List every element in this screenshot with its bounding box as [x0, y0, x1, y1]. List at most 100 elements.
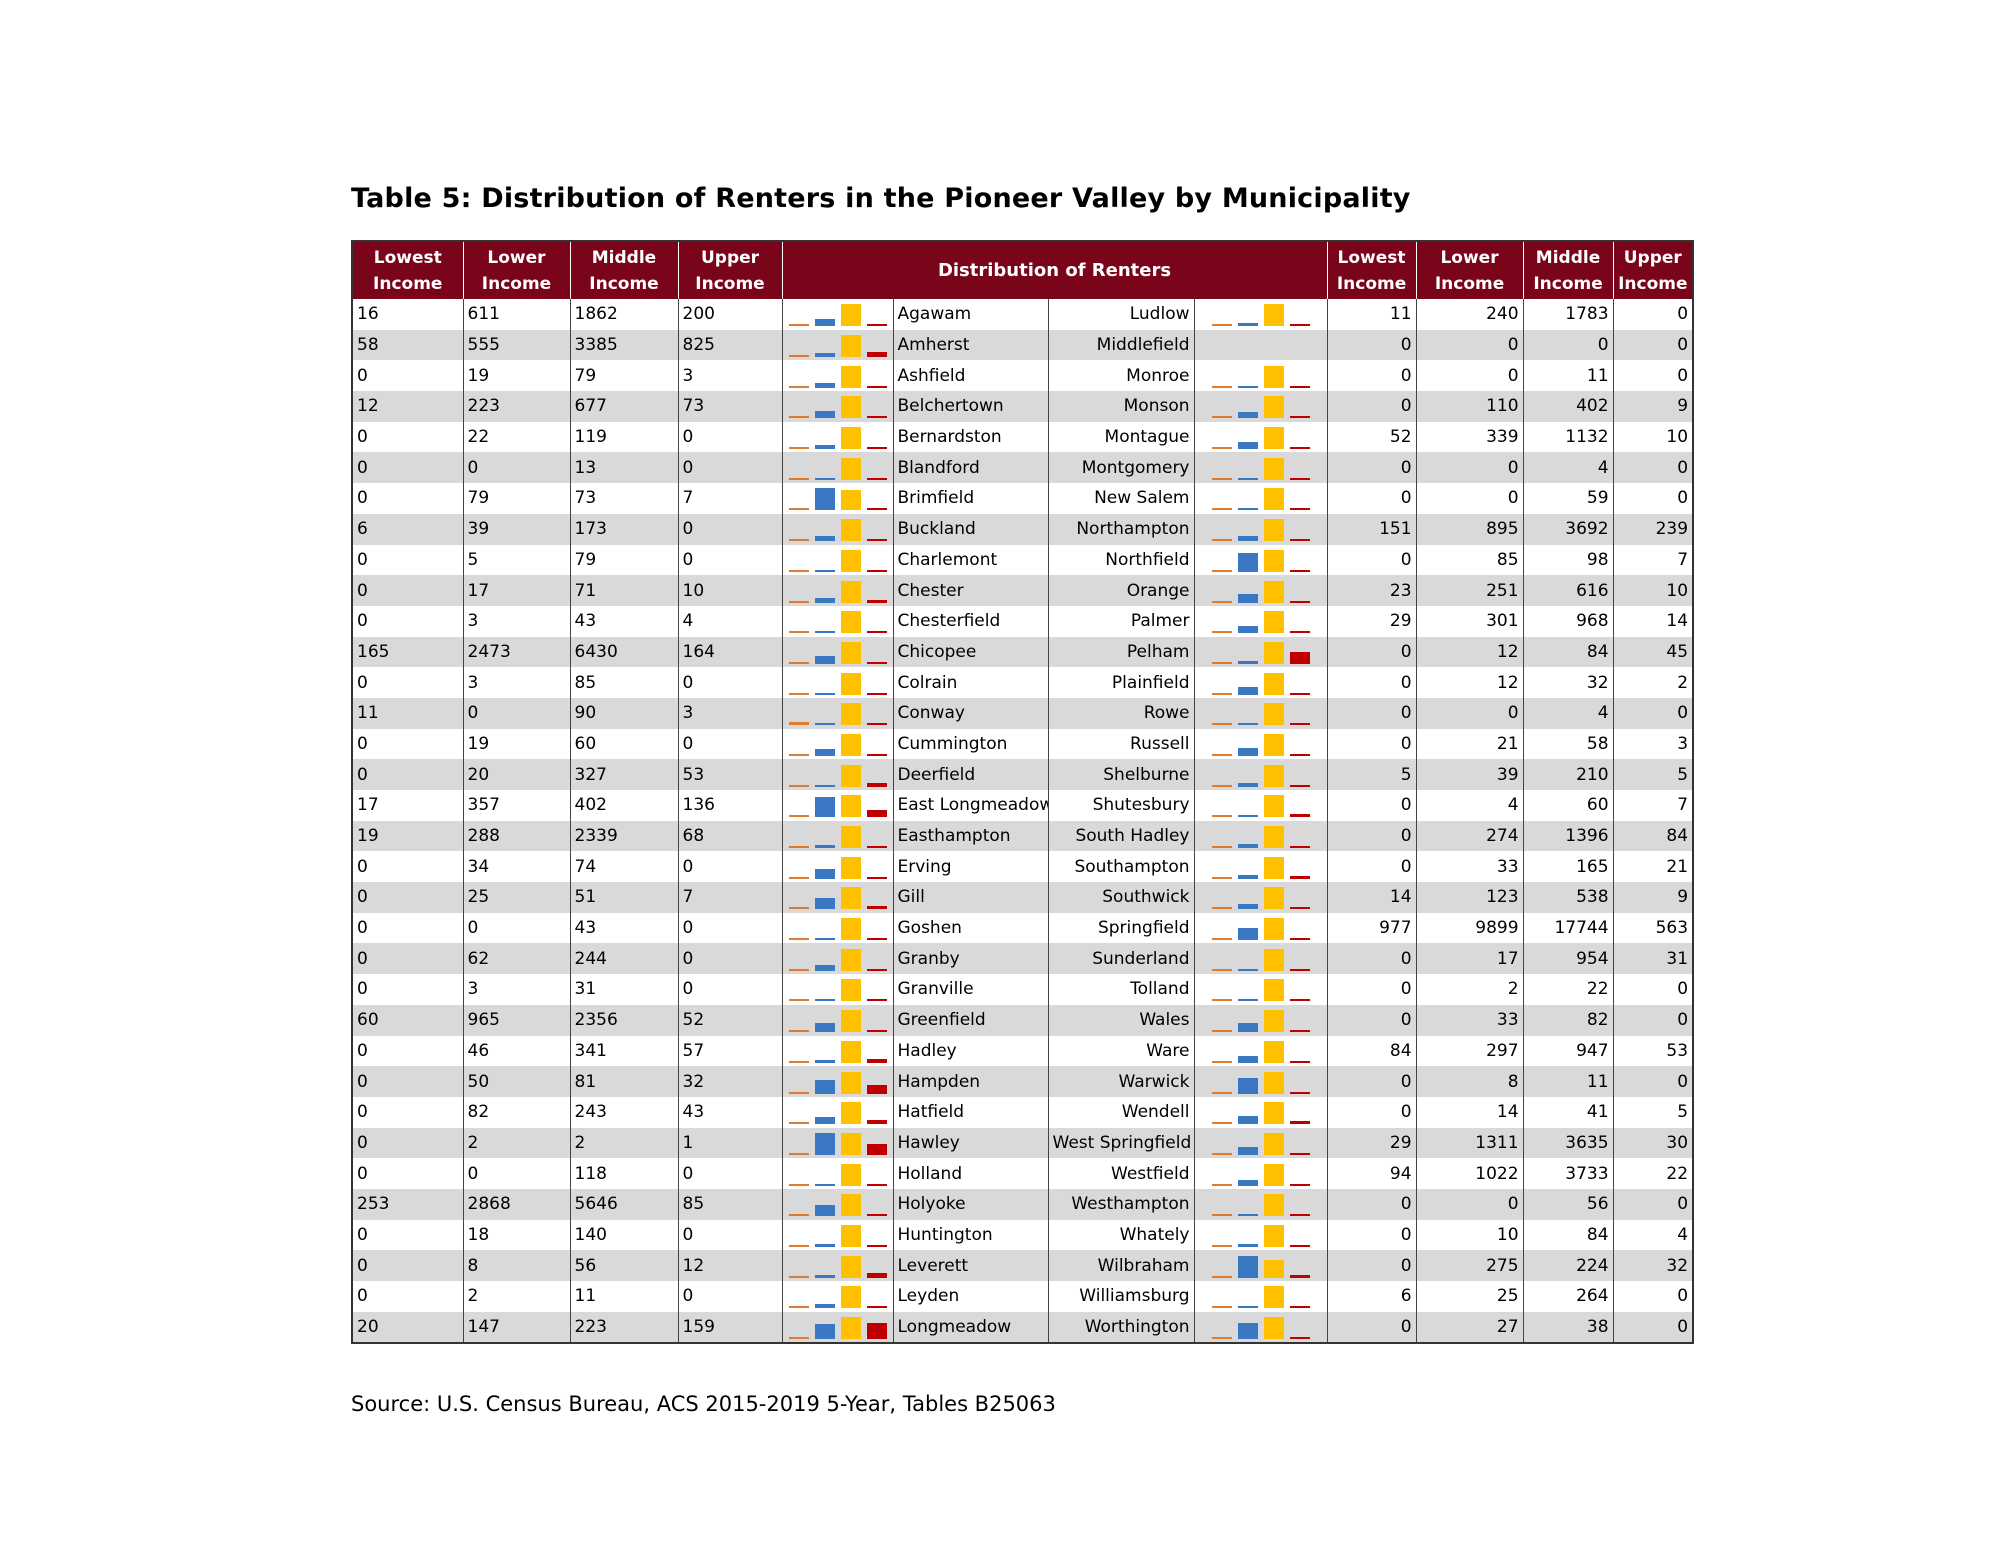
header-left-lower: Lower Income	[462, 241, 571, 299]
left-municipality: Hawley	[892, 1127, 1049, 1159]
spark-bar-lowest	[1211, 385, 1232, 388]
spark-bar-upper	[866, 508, 887, 511]
spark-bar-upper	[1289, 1121, 1310, 1125]
left-distribution-bars	[781, 575, 894, 606]
table-row: 0 3 43 4 Chesterfield Palmer 29 301 968 14	[351, 605, 1694, 637]
left-municipality: Holland	[892, 1158, 1049, 1189]
sparkline	[1211, 517, 1310, 542]
spark-bar-lowest	[788, 1030, 809, 1033]
sparkline	[1211, 302, 1310, 327]
spark-bar-upper	[866, 999, 887, 1002]
right-middle-value: 38	[1522, 1311, 1614, 1344]
sparkline	[1211, 609, 1310, 634]
right-middle-value: 84	[1522, 636, 1614, 668]
right-lowest-value: 0	[1326, 1004, 1417, 1036]
spark-bar-lowest	[1211, 1030, 1232, 1033]
spark-bar-upper	[866, 1143, 887, 1155]
sparkline	[788, 548, 887, 572]
spark-bar-middle	[1263, 672, 1284, 695]
right-municipality: Wales	[1047, 1004, 1195, 1036]
spark-bar-lowest	[1211, 661, 1232, 664]
spark-bar-middle	[840, 611, 861, 634]
right-lower-value: 339	[1415, 421, 1524, 453]
spark-bar-middle	[1263, 1102, 1284, 1125]
spark-bar-upper	[1289, 1060, 1310, 1063]
left-municipality: Conway	[892, 697, 1049, 729]
left-lower-value: 19	[462, 728, 571, 760]
spark-bar-lower	[1237, 844, 1258, 849]
spark-bar-upper	[1289, 477, 1310, 480]
left-distribution-bars	[781, 452, 894, 484]
spark-bar-lowest	[788, 1091, 809, 1094]
left-lower-value: 19	[462, 360, 571, 392]
spark-bar-middle	[1263, 519, 1284, 542]
spark-bar-middle	[840, 580, 861, 603]
right-lowest-value: 0	[1326, 360, 1417, 392]
left-lower-value: 2	[462, 1281, 571, 1312]
spark-bar-lower	[1237, 1323, 1258, 1340]
right-upper-value: 84	[1612, 820, 1694, 852]
spark-bar-middle	[840, 490, 861, 511]
left-lower-value: 34	[462, 851, 571, 883]
sparkline	[1211, 364, 1310, 388]
sparkline	[1211, 1315, 1310, 1340]
right-middle-value: 1132	[1522, 421, 1614, 453]
right-distribution-bars	[1193, 697, 1328, 729]
spark-bar-upper	[866, 1084, 887, 1094]
right-middle-value: 41	[1522, 1096, 1614, 1128]
table-row: 17 357 402 136 East Longmeadow Shutesbury 0 4 60…	[351, 790, 1694, 821]
sparkline	[788, 701, 887, 726]
spark-bar-upper	[866, 447, 887, 450]
right-lowest-value: 0	[1326, 667, 1417, 698]
spark-bar-middle	[1263, 1317, 1284, 1340]
sparkline	[788, 302, 887, 327]
spark-bar-upper	[866, 539, 887, 542]
sparkline	[788, 1162, 887, 1186]
left-middle-value: 11	[569, 1281, 679, 1312]
right-lower-value: 39	[1415, 759, 1524, 790]
left-lowest-value: 6	[351, 513, 464, 545]
left-municipality: Erving	[892, 851, 1049, 883]
left-lower-value: 965	[462, 1004, 571, 1036]
right-lower-value: 301	[1415, 605, 1524, 637]
left-middle-value: 140	[569, 1219, 679, 1251]
left-distribution-bars	[781, 391, 894, 422]
spark-bar-lower	[814, 445, 835, 450]
table-row: 165 2473 6430 164 Chicopee Pelham 0 12 84 45	[351, 636, 1694, 668]
right-lowest-value: 84	[1326, 1035, 1417, 1067]
left-lowest-value: 0	[351, 1035, 464, 1067]
spark-bar-middle	[840, 1255, 861, 1278]
right-distribution-bars	[1193, 391, 1328, 422]
spark-bar-lower	[1237, 782, 1258, 787]
sparkline	[1211, 1131, 1310, 1155]
spark-bar-upper	[1289, 416, 1310, 419]
sparkline	[788, 793, 887, 818]
left-lowest-value: 0	[351, 728, 464, 760]
left-lowest-value: 19	[351, 820, 464, 852]
sparkline	[1211, 1070, 1310, 1094]
right-middle-value: 4	[1522, 697, 1614, 729]
spark-bar-upper	[1289, 569, 1310, 572]
left-municipality: Granby	[892, 943, 1049, 975]
sparkline	[788, 763, 887, 787]
left-municipality: Agawam	[892, 299, 1049, 330]
left-lowest-value: 0	[351, 851, 464, 883]
left-upper-value: 0	[677, 513, 783, 545]
left-municipality: Chicopee	[892, 636, 1049, 668]
spark-bar-lowest	[1211, 1306, 1232, 1309]
right-upper-value: 7	[1612, 790, 1694, 821]
spark-bar-middle	[840, 1224, 861, 1247]
sparkline	[788, 1284, 887, 1309]
spark-bar-lower	[1237, 1214, 1258, 1217]
spark-bar-lower	[814, 938, 835, 941]
right-municipality: Warwick	[1047, 1066, 1195, 1097]
spark-bar-upper	[1289, 508, 1310, 511]
right-lower-value: 0	[1415, 1188, 1524, 1220]
header-left-middle: Middle Income	[569, 241, 679, 299]
table-row: 0 3 85 0 Colrain Plainfield 0 12 32 2	[351, 667, 1694, 698]
spark-bar-upper	[1289, 539, 1310, 542]
spark-bar-middle	[840, 795, 861, 818]
spark-bar-lower	[1237, 999, 1258, 1002]
left-lowest-value: 0	[351, 912, 464, 944]
spark-bar-lowest	[1211, 1122, 1232, 1125]
